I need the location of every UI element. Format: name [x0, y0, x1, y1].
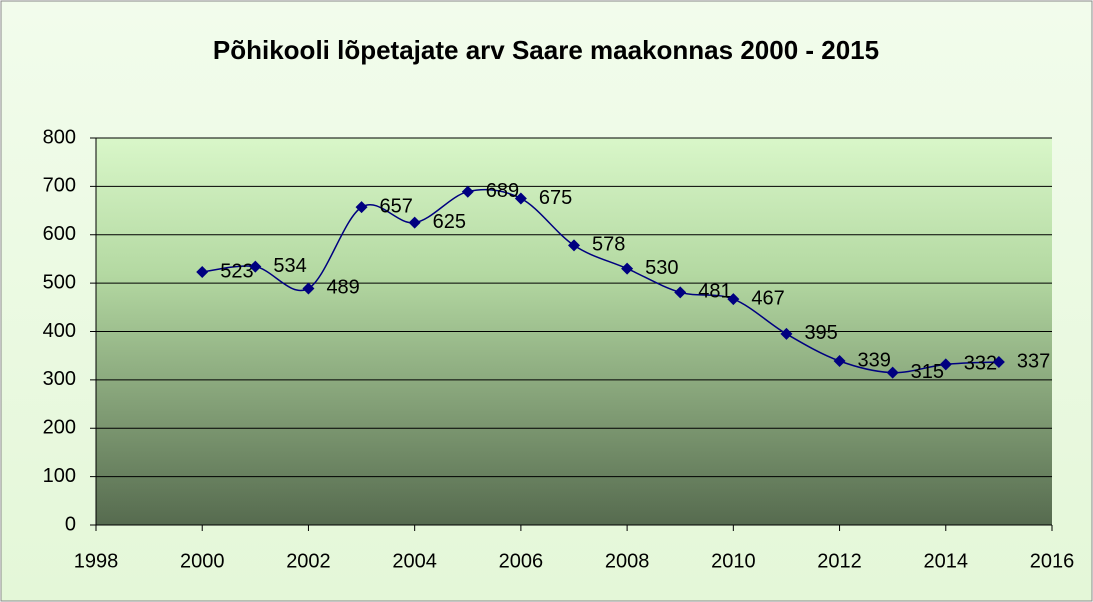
data-label: 675 — [539, 187, 572, 209]
data-label: 395 — [804, 322, 837, 344]
x-tick-label: 2016 — [1030, 550, 1075, 572]
y-tick-label: 100 — [43, 465, 76, 487]
x-tick-label: 2012 — [817, 550, 862, 572]
data-label: 332 — [964, 353, 997, 375]
y-tick-label: 0 — [65, 513, 76, 535]
data-label: 523 — [220, 260, 253, 282]
x-tick-label: 2006 — [499, 550, 544, 572]
data-label: 339 — [858, 349, 891, 371]
marker — [992, 355, 1005, 368]
marker — [514, 192, 527, 205]
y-tick-label: 800 — [43, 126, 76, 148]
x-tick-label: 2014 — [924, 550, 969, 572]
y-tick-label: 400 — [43, 320, 76, 342]
marker — [249, 260, 262, 273]
marker — [461, 185, 474, 198]
data-label: 578 — [592, 234, 625, 256]
marker — [355, 201, 368, 214]
marker — [568, 239, 580, 252]
y-tick-label: 300 — [43, 368, 76, 390]
data-label: 315 — [911, 361, 944, 383]
marker — [302, 282, 315, 295]
data-label: 337 — [1017, 350, 1050, 372]
chart-title: Põhikooli lõpetajate arv Saare maakonnas… — [213, 35, 879, 65]
data-label: 530 — [645, 257, 678, 279]
data-label: 481 — [698, 281, 731, 303]
data-label: 625 — [433, 211, 466, 233]
marker — [939, 358, 952, 371]
marker — [408, 216, 421, 229]
y-tick-label: 200 — [43, 417, 76, 439]
data-label: 467 — [751, 287, 784, 309]
marker — [886, 366, 899, 379]
data-label: 657 — [380, 195, 413, 217]
x-tick-label: 2004 — [392, 550, 437, 572]
y-tick-label: 700 — [43, 175, 76, 197]
marker — [621, 262, 634, 275]
x-tick-label: 2002 — [286, 550, 331, 572]
marker — [833, 355, 846, 368]
x-tick-label: 2010 — [711, 550, 756, 572]
data-label: 534 — [273, 255, 306, 277]
marker — [674, 286, 687, 299]
x-tick-label: 2008 — [605, 550, 650, 572]
data-label: 689 — [486, 180, 519, 202]
marker — [780, 327, 793, 340]
marker — [727, 293, 740, 306]
series-line — [202, 188, 999, 374]
y-tick-label: 600 — [43, 223, 76, 245]
y-tick-label: 500 — [43, 271, 76, 293]
data-label: 489 — [326, 277, 359, 299]
marker — [196, 265, 209, 278]
x-tick-label: 2000 — [180, 550, 225, 572]
x-tick-label: 1998 — [74, 550, 119, 572]
